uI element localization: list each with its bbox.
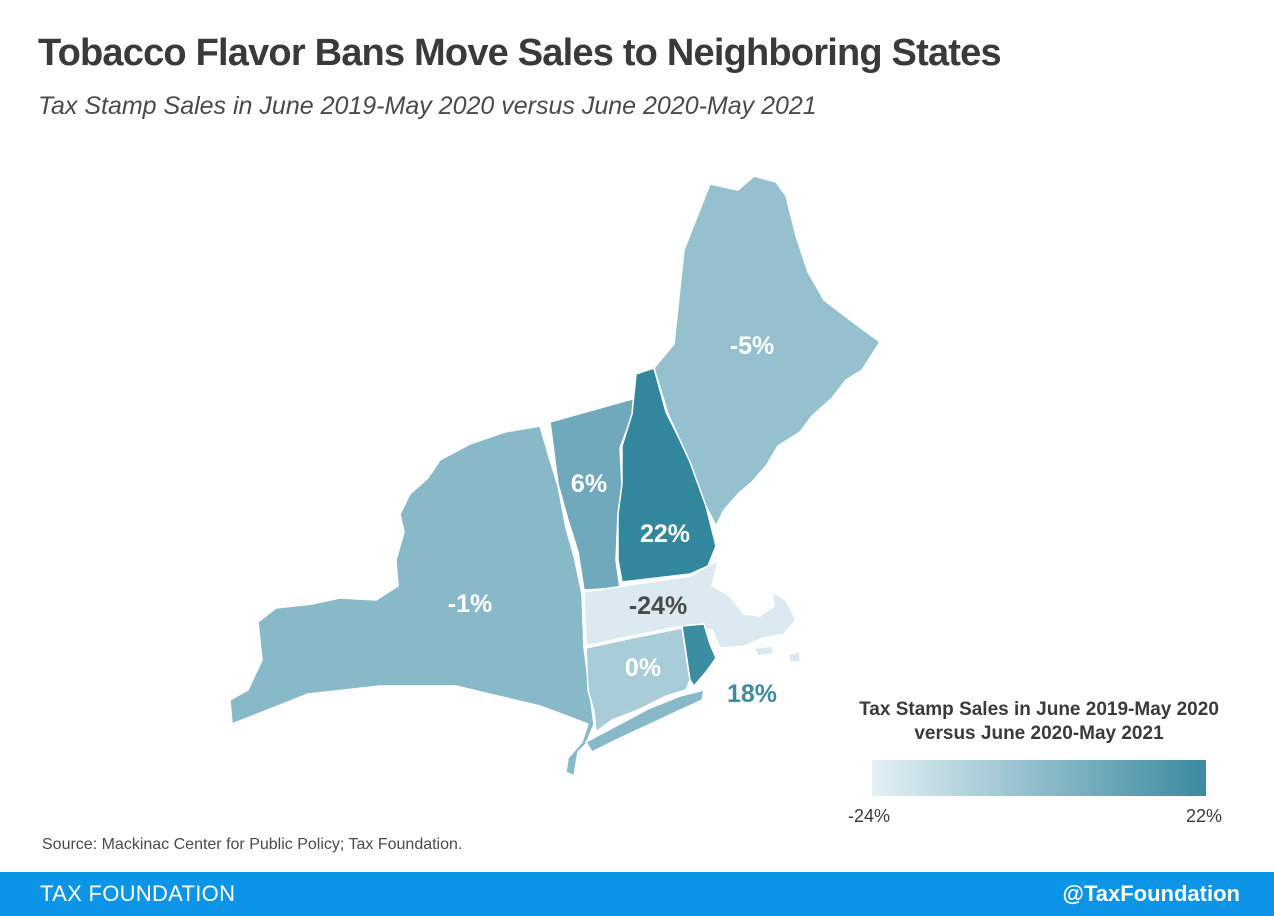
chart-subtitle: Tax Stamp Sales in June 2019-May 2020 ve… [38,92,817,120]
legend-title: Tax Stamp Sales in June 2019-May 2020 ve… [859,699,1219,744]
footer-brand: TAX FOUNDATION [40,881,236,906]
state-connecticut [585,627,691,733]
label-connecticut: 0% [625,654,661,682]
state-maine [653,175,881,527]
label-rhode-island: 18% [727,680,777,708]
label-vermont: 6% [571,470,607,498]
footer-bar: TAX FOUNDATION @TaxFoundation [0,872,1274,916]
legend-min-label: -24% [848,806,891,826]
source-note: Source: Mackinac Center for Public Polic… [42,836,463,853]
label-maine: -5% [730,332,774,360]
label-new-york: -1% [448,590,492,618]
state-rhode-island [681,623,717,687]
chart-title: Tobacco Flavor Bans Move Sales to Neighb… [38,32,1002,74]
long-island [585,689,705,753]
island-marthas-vineyard [753,645,775,657]
legend-max-label: 22% [1186,806,1223,826]
footer-handle: @TaxFoundation [1062,881,1240,906]
northeast-map: -1% 6% 22% -5% -24% 0% 18% [229,175,881,777]
state-new-york [229,425,595,777]
label-new-hampshire: 22% [640,520,690,548]
label-massachusetts: -24% [629,592,687,620]
legend-gradient-bar [872,760,1206,796]
island-nantucket [787,651,801,663]
